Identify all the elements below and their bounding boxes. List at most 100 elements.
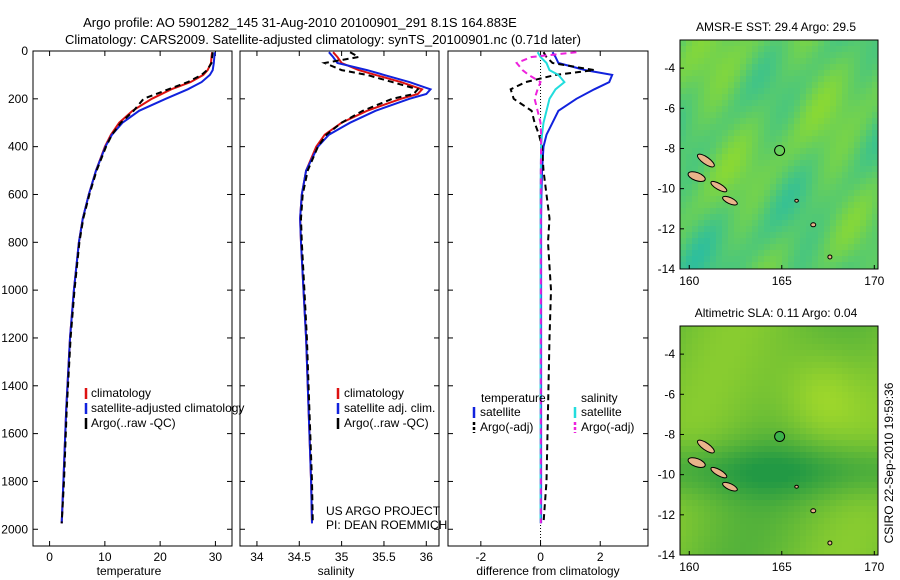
sst-map-cell [866, 220, 872, 226]
sla-map-cell [848, 476, 854, 482]
sla-map-cell [812, 362, 818, 368]
sla-map-cell [866, 356, 872, 362]
sla-map-cell [872, 458, 878, 464]
sla-map-cell [746, 446, 752, 452]
sst-map-cell [710, 142, 716, 148]
sla-map-cell [716, 338, 722, 344]
sst-map-cell [776, 190, 782, 196]
sla-map-cell [746, 542, 752, 548]
sst-map-cell [710, 106, 716, 112]
sst-map-cell [704, 250, 710, 256]
sla-map-cell [680, 416, 686, 422]
sst-map-cell [764, 40, 770, 46]
sst-map-cell [788, 82, 794, 88]
sla-map-cell [800, 428, 806, 434]
sla-map-cell [734, 470, 740, 476]
sla-map-cell [842, 338, 848, 344]
sla-map-cell [872, 350, 878, 356]
sst-map-cell [818, 64, 824, 70]
sla-map-cell [686, 518, 692, 524]
sla-map-cell [770, 326, 776, 332]
sst-map-cell [722, 142, 728, 148]
sla-map-cell [746, 500, 752, 506]
sla-map-cell [788, 440, 794, 446]
sla-map-cell [824, 452, 830, 458]
sst-map-cell [758, 100, 764, 106]
sst-map-cell [728, 214, 734, 220]
sst-map-cell [752, 142, 758, 148]
sla-map-cell [770, 380, 776, 386]
sst-map-cell [872, 118, 878, 124]
sla-map-cell [848, 470, 854, 476]
sst-map-cell [848, 130, 854, 136]
sla-map-cell [854, 476, 860, 482]
sst-map-cell [800, 82, 806, 88]
sst-map-cell [824, 106, 830, 112]
sst-map-cell [866, 238, 872, 244]
sla-map-cell [698, 356, 704, 362]
sst-map-cell [860, 52, 866, 58]
sla-map-cell [818, 548, 824, 554]
sst-map-cell [740, 46, 746, 52]
sla-map-cell [872, 470, 878, 476]
sst-map-cell [872, 166, 878, 172]
sla-map-cell [836, 464, 842, 470]
temperature-panel-frame [32, 50, 233, 547]
sst-map-cell [740, 76, 746, 82]
sla-map-cell [794, 488, 800, 494]
sla-map-cell [830, 368, 836, 374]
sst-map-cell [866, 172, 872, 178]
sla-map-cell [698, 386, 704, 392]
sla-map-cell [716, 434, 722, 440]
sla-map-cell [770, 512, 776, 518]
sla-map-cell [830, 530, 836, 536]
sla-map-cell [680, 548, 686, 554]
sst-map-cell [818, 214, 824, 220]
sla-map-cell [776, 374, 782, 380]
sst-map-cell [722, 190, 728, 196]
sst-map-cell [692, 196, 698, 202]
sla-map-cell [698, 404, 704, 410]
sst-map-cell [698, 190, 704, 196]
sst-map-cell [782, 190, 788, 196]
sla-map-cell [680, 434, 686, 440]
sst-map-cell [746, 148, 752, 154]
sla-map-cell [776, 530, 782, 536]
sla-map-cell [740, 338, 746, 344]
sst-map-cell [782, 202, 788, 208]
sla-map-cell [872, 434, 878, 440]
sst-map-cell [812, 172, 818, 178]
sst-map-cell [716, 64, 722, 70]
sla-map-cell [812, 458, 818, 464]
sst-map-cell [752, 76, 758, 82]
sst-map-cell [716, 58, 722, 64]
sla-map-cell [770, 524, 776, 530]
sla-map-cell [692, 476, 698, 482]
sla-map-cell [848, 494, 854, 500]
sst-map-cell [860, 202, 866, 208]
sla-map-cell [812, 476, 818, 482]
sst-map-cell [848, 238, 854, 244]
sst-map-island [710, 180, 728, 193]
sla-map-cell [860, 476, 866, 482]
sst-map-cell [734, 214, 740, 220]
sla-map-cell [746, 470, 752, 476]
sst-map-cell [830, 226, 836, 232]
sst-map-cell [788, 232, 794, 238]
sla-map-cell [716, 332, 722, 338]
sla-map-cell [764, 380, 770, 386]
sla-map-cell [734, 476, 740, 482]
sst-map-cell [758, 124, 764, 130]
sla-map-cell [734, 398, 740, 404]
sst-map-cell [728, 118, 734, 124]
sla-map-cell [806, 500, 812, 506]
sst-map-cell [770, 88, 776, 94]
sla-map-cell [716, 326, 722, 332]
sst-map-cell [794, 178, 800, 184]
difference-xtick-label: 0 [537, 550, 544, 564]
sla-map-cell [836, 458, 842, 464]
sst-map-cell [788, 202, 794, 208]
sla-map-cell [782, 494, 788, 500]
sst-map-cell [728, 202, 734, 208]
sst-map-cell [800, 202, 806, 208]
